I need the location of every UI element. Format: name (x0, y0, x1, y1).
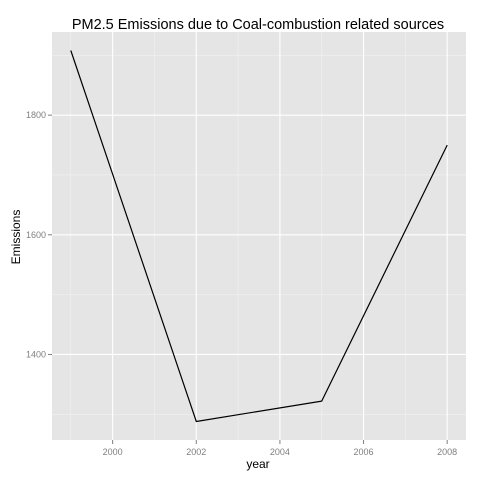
y-axis-title: Emissions (9, 210, 23, 265)
x-tick-label: 2000 (103, 447, 123, 457)
y-tick-label: 1600 (26, 230, 46, 240)
x-tick-label: 2002 (186, 447, 206, 457)
plot-panel (52, 32, 466, 440)
x-axis-title: year (246, 457, 269, 471)
x-axis-ticks: 2000 2002 2004 2006 2008 (103, 440, 458, 457)
x-tick-label: 2008 (437, 447, 457, 457)
y-tick-label: 1400 (26, 349, 46, 359)
chart-title: PM2.5 Emissions due to Coal-combustion r… (72, 17, 444, 33)
y-tick-label: 1800 (26, 110, 46, 120)
x-tick-label: 2006 (354, 447, 374, 457)
y-axis-ticks: 1400 1600 1800 (26, 110, 52, 359)
x-tick-label: 2004 (270, 447, 290, 457)
